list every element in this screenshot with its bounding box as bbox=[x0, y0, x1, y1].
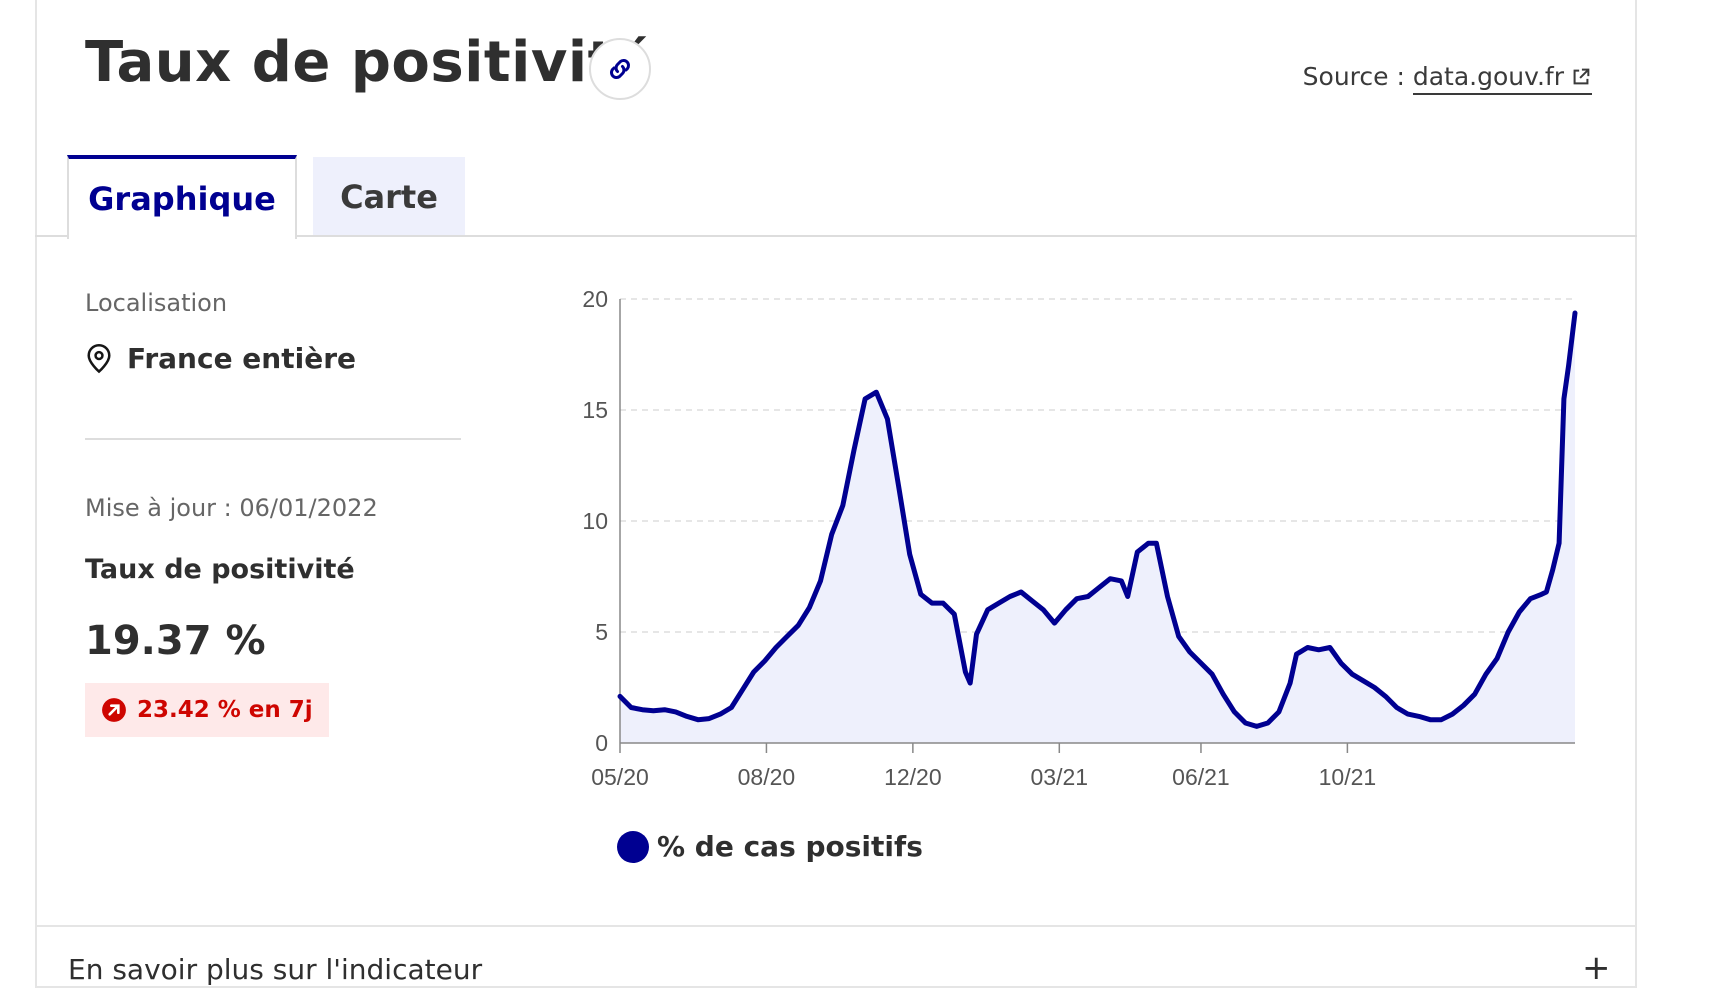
expand-icon[interactable]: + bbox=[1582, 948, 1611, 988]
indicator-value: 19.37 % bbox=[85, 618, 266, 664]
y-tick-label: 15 bbox=[582, 397, 608, 423]
view-tabs: Graphique Carte bbox=[35, 155, 1637, 239]
x-tick-label: 06/21 bbox=[1172, 764, 1230, 790]
section-divider bbox=[35, 925, 1637, 927]
chart-legend: % de cas positifs bbox=[617, 830, 923, 863]
tab-carte[interactable]: Carte bbox=[313, 157, 465, 237]
y-tick-label: 0 bbox=[595, 730, 608, 756]
y-tick-label: 20 bbox=[582, 286, 608, 312]
x-tick-label: 08/20 bbox=[738, 764, 796, 790]
x-tick-label: 10/21 bbox=[1319, 764, 1377, 790]
external-link-icon bbox=[1573, 68, 1590, 85]
x-tick-label: 12/20 bbox=[884, 764, 942, 790]
location-pin-icon bbox=[87, 343, 111, 373]
source: Source : data.gouv.fr bbox=[1302, 62, 1592, 95]
positivity-chart: 0 5 10 15 20 05/20 08/20 12/20 03/21 06/21 10/21 bbox=[582, 286, 1578, 790]
series-area bbox=[620, 313, 1575, 743]
panel-separator bbox=[85, 438, 461, 440]
more-info-toggle[interactable]: En savoir plus sur l'indicateur bbox=[68, 953, 483, 986]
indicator-name: Taux de positivité bbox=[85, 554, 355, 585]
copy-link-button[interactable] bbox=[589, 38, 651, 100]
trend-badge: 23.42 % en 7j bbox=[85, 683, 329, 737]
arrow-up-right-icon bbox=[102, 698, 126, 722]
link-icon bbox=[610, 59, 630, 79]
legend-label: % de cas positifs bbox=[657, 830, 923, 863]
y-tick-label: 5 bbox=[595, 619, 608, 645]
source-link-text: data.gouv.fr bbox=[1412, 62, 1564, 91]
tabs-divider bbox=[35, 235, 1637, 237]
trend-text: 23.42 % en 7j bbox=[137, 697, 313, 723]
source-label: Source : bbox=[1302, 62, 1413, 91]
legend-marker bbox=[617, 830, 649, 863]
source-link[interactable]: data.gouv.fr bbox=[1412, 62, 1592, 95]
y-tick-label: 10 bbox=[582, 508, 608, 534]
page-title: Taux de positivité bbox=[85, 30, 654, 95]
location-name: France entière bbox=[127, 342, 357, 375]
update-date: Mise à jour : 06/01/2022 bbox=[85, 494, 378, 522]
x-tick-label: 03/21 bbox=[1031, 764, 1089, 790]
location-label: Localisation bbox=[85, 289, 228, 317]
indicator-card bbox=[35, 0, 1637, 988]
x-tick-label: 05/20 bbox=[591, 764, 649, 790]
series-line bbox=[617, 310, 1578, 729]
location-value: France entière bbox=[85, 342, 356, 375]
tab-graphique[interactable]: Graphique bbox=[67, 155, 297, 239]
